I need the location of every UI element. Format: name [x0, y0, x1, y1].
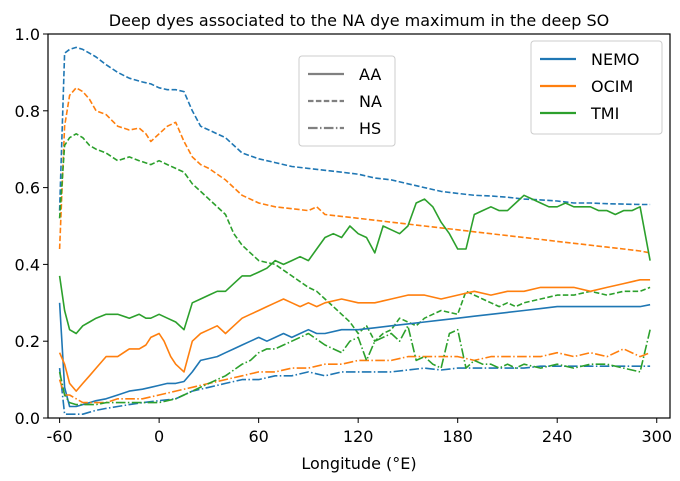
legend-label-nemo: NEMO [591, 50, 639, 69]
plot-frame [47, 33, 671, 419]
y-tick-label: 0.6 [15, 179, 40, 198]
x-tick-label: 120 [343, 427, 374, 446]
legend-model: NEMO OCIM TMI [530, 40, 663, 135]
series-line-ocim-hs [58, 348, 651, 404]
series-line-tmi-hs [58, 325, 651, 406]
chart-title: Deep dyes associated to the NA dye maxim… [109, 11, 609, 30]
plot-area [58, 46, 651, 415]
legend-linestyle: AA NA HS [298, 55, 396, 147]
legend-label-tmi: TMI [590, 104, 619, 123]
x-tick-label: 0 [154, 427, 164, 446]
x-tick-label: 240 [542, 427, 573, 446]
legend-label-ocim: OCIM [591, 77, 633, 96]
y-tick-label: 0.2 [15, 332, 40, 351]
series-line-ocim-aa [58, 279, 651, 392]
legend-frame [530, 40, 663, 135]
y-tick-label: 0.8 [15, 102, 40, 121]
y-tick-label: 0.0 [15, 409, 40, 428]
y-axis: 0.0 0.2 0.4 0.6 0.8 1.0 [15, 25, 48, 428]
series-line-ocim-na [58, 87, 651, 254]
y-tick-label: 1.0 [15, 25, 40, 44]
x-tick-label: 60 [248, 427, 268, 446]
y-tick-label: 0.4 [15, 255, 40, 274]
x-tick-label: -60 [47, 427, 73, 446]
series-line-nemo-hs [58, 365, 651, 415]
x-tick-label: 180 [442, 427, 473, 446]
legend-label-na: NA [359, 92, 382, 111]
series-line-tmi-aa [58, 194, 651, 335]
legend-label-hs: HS [359, 119, 381, 138]
x-tick-label: 300 [641, 427, 672, 446]
x-axis-title: Longitude (°E) [301, 454, 416, 473]
x-axis: -60 0 60 120 180 240 300 [47, 418, 672, 446]
legend-frame [298, 55, 396, 147]
series-line-tmi-na [58, 133, 651, 342]
series-line-nemo-aa [58, 302, 651, 408]
legend-label-aa: AA [359, 65, 381, 84]
